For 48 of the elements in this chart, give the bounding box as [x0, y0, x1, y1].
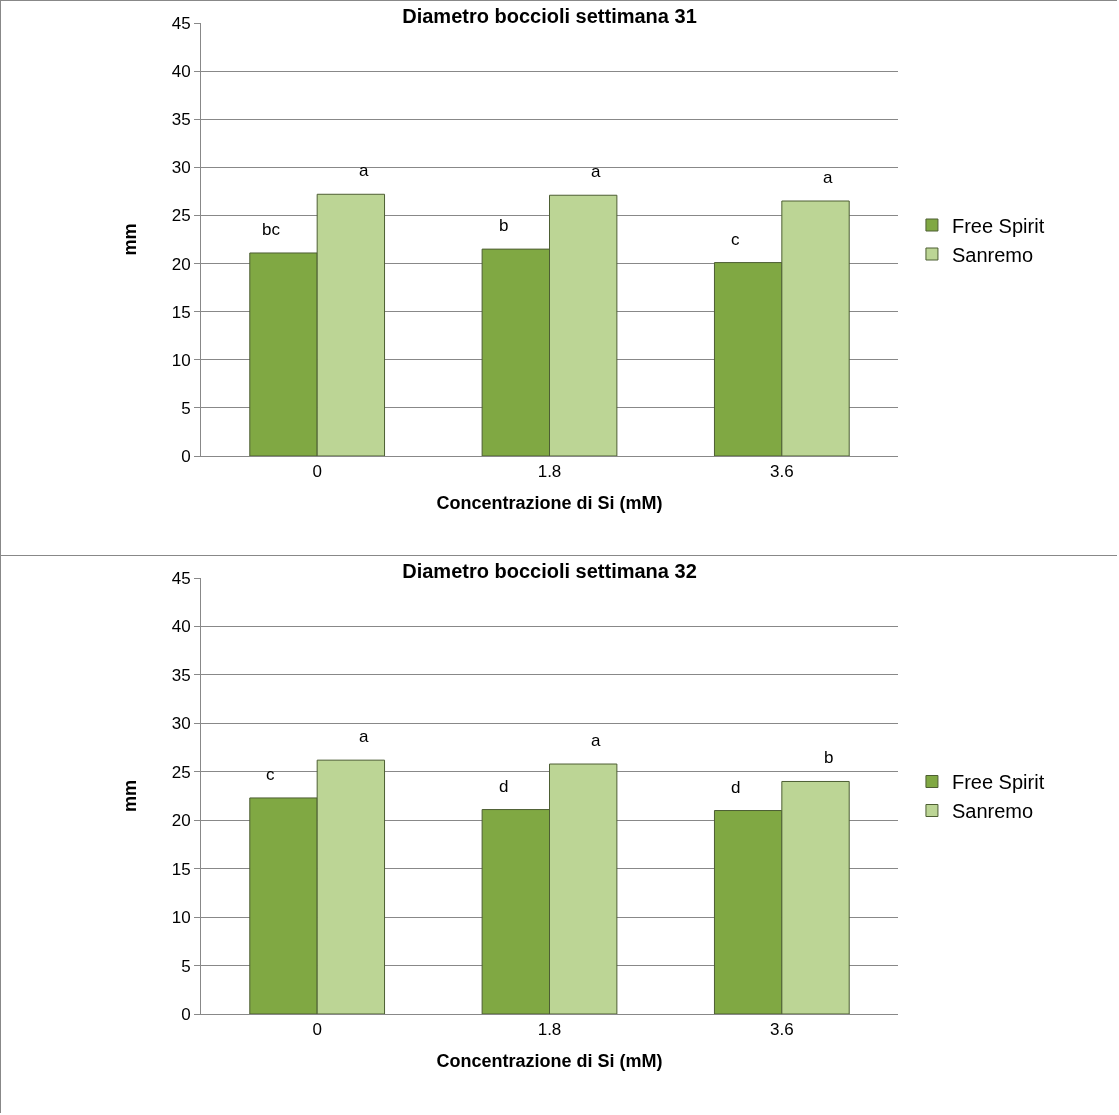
y-tick-label: 15	[171, 302, 191, 322]
y-tick-label: 35	[171, 110, 191, 130]
y-tick-label: 20	[171, 811, 191, 831]
annotation: a	[359, 727, 369, 746]
annotation: c	[266, 765, 275, 784]
y-tick-label: 45	[171, 13, 191, 33]
x-tick-label: 1.8	[537, 462, 562, 482]
y-tick-label: 0	[181, 446, 191, 466]
annotation: c	[731, 230, 740, 249]
annotation: b	[824, 748, 834, 767]
y-axis-title: mm	[119, 779, 140, 813]
x-tick-label: 3.6	[770, 1020, 794, 1040]
y-axis-title: mm	[119, 223, 140, 256]
y-tick-label: 25	[171, 206, 191, 226]
y-tick-label: 30	[171, 714, 191, 734]
annotation: b	[499, 216, 509, 235]
y-tick-label: 40	[171, 617, 191, 637]
x-tick-label: 0	[312, 462, 322, 482]
y-tick-label: 10	[171, 908, 191, 928]
annotation: d	[731, 778, 741, 797]
chart-title: Diametro boccioli settimana 31	[402, 5, 697, 28]
annotation: a	[591, 731, 601, 750]
annotation: a	[591, 162, 601, 181]
y-tick-label: 10	[171, 350, 191, 370]
x-axis-title: Concentrazione di Si (mM)	[436, 492, 663, 513]
legend-label: Free Spirit	[951, 214, 1045, 237]
x-tick-label: 1.8	[537, 1020, 562, 1040]
annotation: a	[359, 161, 369, 180]
y-tick-label: 25	[171, 762, 191, 782]
y-tick-label: 40	[171, 62, 191, 82]
legend-label: Sanremo	[951, 243, 1034, 266]
legend-label: Free Spirit	[951, 771, 1045, 794]
chart-title: Diametro boccioli settimana 32	[402, 560, 697, 583]
y-tick-label: 0	[181, 1004, 191, 1024]
x-axis-title: Concentrazione di Si (mM)	[436, 1050, 663, 1071]
y-tick-label: 30	[171, 158, 191, 178]
y-tick-label: 35	[171, 665, 191, 685]
x-tick-label: 0	[312, 1020, 322, 1040]
annotation: bc	[262, 220, 281, 239]
annotation: d	[499, 777, 509, 796]
y-tick-label: 5	[181, 398, 191, 418]
y-tick-label: 45	[171, 568, 191, 588]
y-tick-label: 5	[181, 956, 191, 976]
y-tick-label: 15	[171, 859, 191, 879]
annotation: a	[823, 168, 833, 187]
x-tick-label: 3.6	[770, 462, 794, 482]
legend-label: Sanremo	[951, 800, 1034, 823]
y-tick-label: 20	[171, 254, 191, 274]
